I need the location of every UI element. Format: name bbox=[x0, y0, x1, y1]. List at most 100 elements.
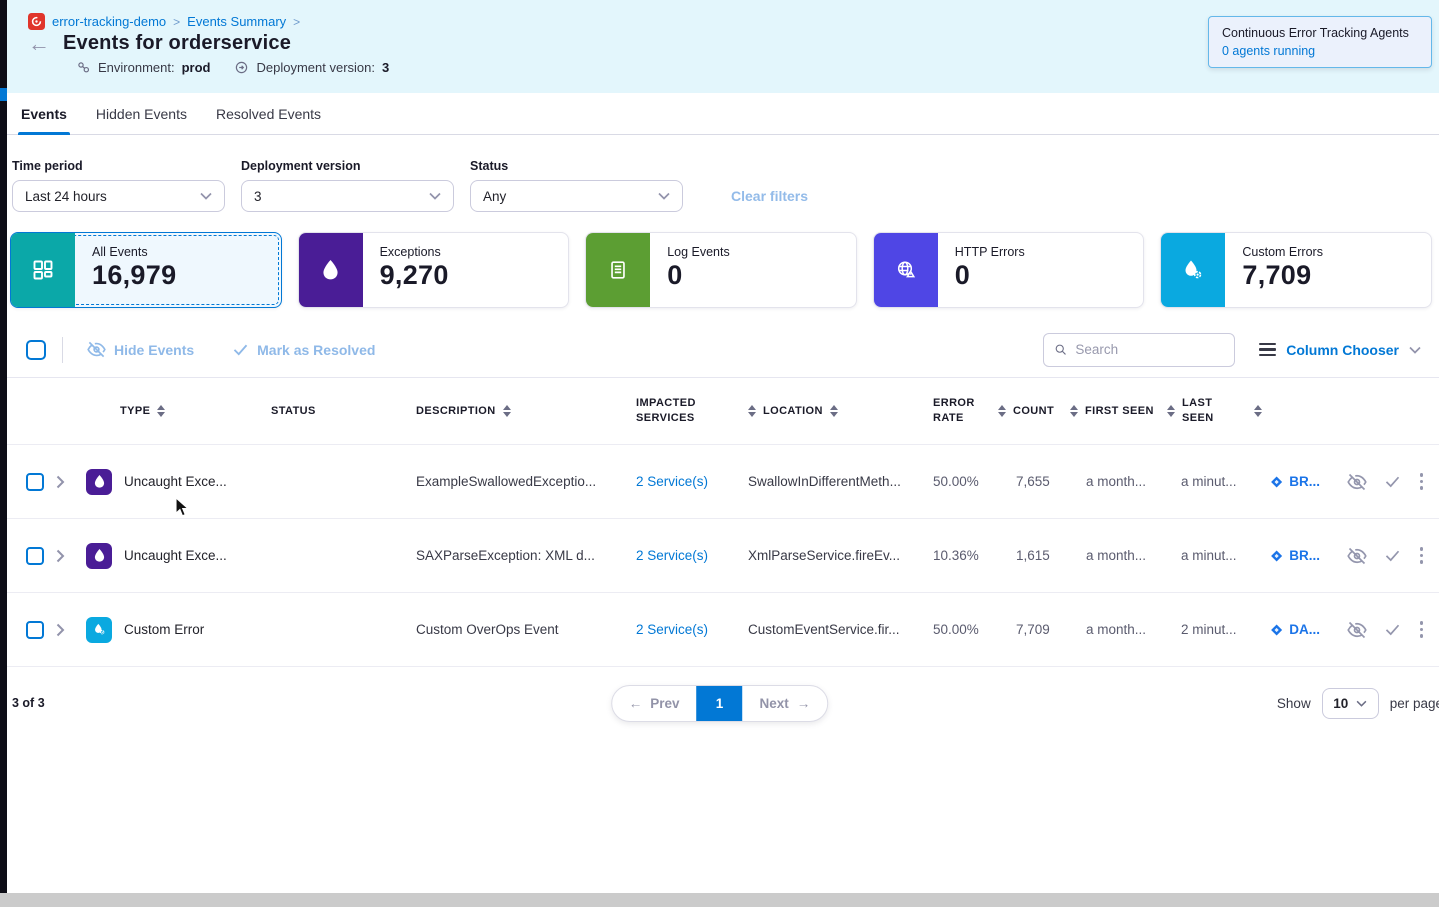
jira-icon bbox=[1270, 623, 1283, 637]
sort-icon[interactable] bbox=[503, 405, 511, 417]
chevron-down-icon bbox=[658, 192, 670, 200]
hide-events-label: Hide Events bbox=[114, 342, 194, 358]
agents-running-link[interactable]: 0 agents running bbox=[1222, 44, 1418, 58]
jira-ticket-link[interactable]: BR... bbox=[1262, 548, 1320, 563]
resolve-event-icon[interactable] bbox=[1384, 621, 1401, 638]
col-last-seen: LAST SEEN bbox=[1167, 396, 1262, 426]
mark-resolved-label: Mark as Resolved bbox=[257, 342, 375, 358]
table-footer: 3 of 3 ← Prev 1 Next → Show 10 per page bbox=[0, 683, 1439, 723]
table-row[interactable]: Uncaught Exce... ExampleSwallowedExcepti… bbox=[0, 445, 1439, 519]
result-count: 3 of 3 bbox=[12, 696, 45, 710]
expand-chevron-icon[interactable] bbox=[56, 549, 86, 563]
row-menu-icon[interactable] bbox=[1418, 619, 1426, 640]
sort-icon[interactable] bbox=[1167, 405, 1175, 417]
expand-chevron-icon[interactable] bbox=[56, 623, 86, 637]
summary-card-log-events[interactable]: Log Events 0 bbox=[585, 232, 857, 308]
summary-card-custom-errors[interactable]: Custom Errors 7,709 bbox=[1160, 232, 1432, 308]
event-description: SAXParseException: XML d... bbox=[406, 548, 626, 563]
table-row[interactable]: Uncaught Exce... SAXParseException: XML … bbox=[0, 519, 1439, 593]
sort-icon[interactable] bbox=[748, 405, 756, 417]
card-label: Log Events bbox=[667, 245, 730, 259]
per-page-label: per page bbox=[1390, 696, 1439, 711]
deployment-label: Deployment version: bbox=[256, 60, 375, 75]
breadcrumb-separator: > bbox=[173, 15, 180, 29]
nav-active-indicator bbox=[0, 88, 7, 101]
hide-event-icon[interactable] bbox=[1347, 472, 1367, 492]
back-arrow-icon[interactable]: ← bbox=[28, 34, 50, 54]
sort-icon[interactable] bbox=[998, 405, 1006, 417]
page-number-button[interactable]: 1 bbox=[697, 686, 743, 721]
select-all-checkbox[interactable] bbox=[26, 340, 46, 360]
jira-ticket-link[interactable]: DA... bbox=[1262, 622, 1320, 637]
tab-events[interactable]: Events bbox=[18, 93, 70, 134]
sort-icon[interactable] bbox=[1254, 405, 1262, 417]
summary-card-exceptions[interactable]: Exceptions 9,270 bbox=[298, 232, 570, 308]
page-size-group: Show 10 per page bbox=[1277, 688, 1439, 719]
row-checkbox[interactable] bbox=[26, 621, 44, 639]
breadcrumb-section-link[interactable]: Events Summary bbox=[187, 14, 286, 29]
table-row[interactable]: Custom Error Custom OverOps Event 2 Serv… bbox=[0, 593, 1439, 667]
next-page-button[interactable]: Next → bbox=[743, 686, 828, 721]
environment-meta: Environment: prod bbox=[76, 60, 210, 75]
col-impacted-services: IMPACTED SERVICES bbox=[626, 396, 738, 426]
impacted-services-link[interactable]: 2 Service(s) bbox=[626, 622, 738, 637]
sort-icon[interactable] bbox=[157, 405, 165, 417]
filters-bar: Time period Last 24 hours Deployment ver… bbox=[0, 135, 1439, 228]
clear-filters-button[interactable]: Clear filters bbox=[731, 188, 808, 204]
chevron-down-icon bbox=[1409, 346, 1421, 354]
expand-chevron-icon[interactable] bbox=[56, 475, 86, 489]
agents-status-card: Continuous Error Tracking Agents 0 agent… bbox=[1208, 16, 1432, 68]
search-input[interactable] bbox=[1075, 342, 1224, 357]
hamburger-icon bbox=[1259, 343, 1276, 357]
bottom-window-edge bbox=[0, 893, 1439, 907]
impacted-services-link[interactable]: 2 Service(s) bbox=[626, 548, 738, 563]
time-period-label: Time period bbox=[12, 159, 225, 173]
column-chooser-button[interactable]: Column Chooser bbox=[1259, 342, 1421, 358]
time-period-select[interactable]: Last 24 hours bbox=[12, 180, 225, 212]
status-value: Any bbox=[483, 189, 506, 204]
search-icon bbox=[1054, 342, 1067, 357]
summary-card-all-events[interactable]: All Events 16,979 bbox=[10, 232, 282, 308]
hide-event-icon[interactable] bbox=[1347, 620, 1367, 640]
event-location: XmlParseService.fireEv... bbox=[738, 548, 923, 563]
sort-icon[interactable] bbox=[830, 405, 838, 417]
card-value: 16,979 bbox=[92, 260, 176, 291]
column-chooser-label: Column Chooser bbox=[1286, 342, 1399, 358]
prev-page-button[interactable]: ← Prev bbox=[612, 686, 697, 721]
row-menu-icon[interactable] bbox=[1418, 471, 1426, 492]
event-type: Uncaught Exce... bbox=[124, 474, 227, 489]
col-error-rate: ERROR RATE bbox=[923, 396, 998, 426]
tab-hidden-events[interactable]: Hidden Events bbox=[93, 93, 190, 134]
summary-card-http-errors[interactable]: HTTP Errors 0 bbox=[873, 232, 1145, 308]
card-value: 9,270 bbox=[380, 260, 449, 291]
event-count: 1,615 bbox=[998, 548, 1070, 563]
breadcrumb-separator: > bbox=[293, 15, 300, 29]
prev-arrow-icon: ← bbox=[629, 696, 643, 711]
table-toolbar: Hide Events Mark as Resolved Column Choo… bbox=[0, 322, 1439, 378]
impacted-services-link[interactable]: 2 Service(s) bbox=[626, 474, 738, 489]
sort-icon[interactable] bbox=[1070, 405, 1078, 417]
status-select[interactable]: Any bbox=[470, 180, 683, 212]
hide-event-icon[interactable] bbox=[1347, 546, 1367, 566]
jira-ticket-link[interactable]: BR... bbox=[1262, 474, 1320, 489]
row-menu-icon[interactable] bbox=[1418, 545, 1426, 566]
row-checkbox[interactable] bbox=[26, 547, 44, 565]
first-seen: a month... bbox=[1070, 548, 1167, 563]
resolve-event-icon[interactable] bbox=[1384, 473, 1401, 490]
breadcrumb-project-link[interactable]: error-tracking-demo bbox=[52, 14, 166, 29]
page-size-select[interactable]: 10 bbox=[1322, 688, 1379, 719]
jira-icon bbox=[1270, 549, 1283, 563]
mark-resolved-button[interactable]: Mark as Resolved bbox=[232, 341, 375, 358]
deployment-version-select[interactable]: 3 bbox=[241, 180, 454, 212]
chevron-down-icon bbox=[200, 192, 212, 200]
environment-value: prod bbox=[182, 60, 211, 75]
row-checkbox[interactable] bbox=[26, 473, 44, 491]
event-count: 7,709 bbox=[998, 622, 1070, 637]
deployment-version-label: Deployment version bbox=[241, 159, 454, 173]
resolve-event-icon[interactable] bbox=[1384, 547, 1401, 564]
time-period-filter: Time period Last 24 hours bbox=[12, 159, 225, 212]
environment-icon bbox=[76, 60, 91, 75]
tab-resolved-events[interactable]: Resolved Events bbox=[213, 93, 324, 134]
chevron-down-icon bbox=[1356, 700, 1367, 707]
hide-events-button[interactable]: Hide Events bbox=[87, 340, 194, 359]
